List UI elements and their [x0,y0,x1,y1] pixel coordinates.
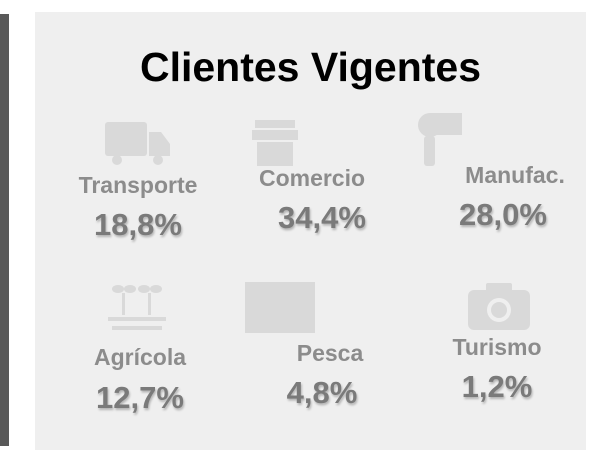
item-label: Transporte [78,172,198,198]
item-label: Agrícola [93,344,187,370]
truck-icon [105,122,170,165]
item-label: Pesca [296,340,364,366]
item-value: 28,0% [459,197,547,232]
item-value: 12,7% [96,380,184,415]
item-label: Manufac. [465,162,565,188]
dryer-icon [418,113,462,166]
item-value: 18,8% [94,207,182,242]
title: Clientes Vigentes [139,44,482,90]
store-icon [252,120,298,166]
item-label: Comercio [258,165,366,191]
side-bar [0,14,9,446]
item-value: 1,2% [461,369,533,404]
panel [35,12,586,450]
item-label: Turismo [452,334,542,360]
placeholder-image [245,282,315,333]
item-value: 4,8% [286,375,358,410]
camera-icon [468,283,530,330]
item-value: 34,4% [278,200,366,235]
plant-icon [108,285,166,330]
